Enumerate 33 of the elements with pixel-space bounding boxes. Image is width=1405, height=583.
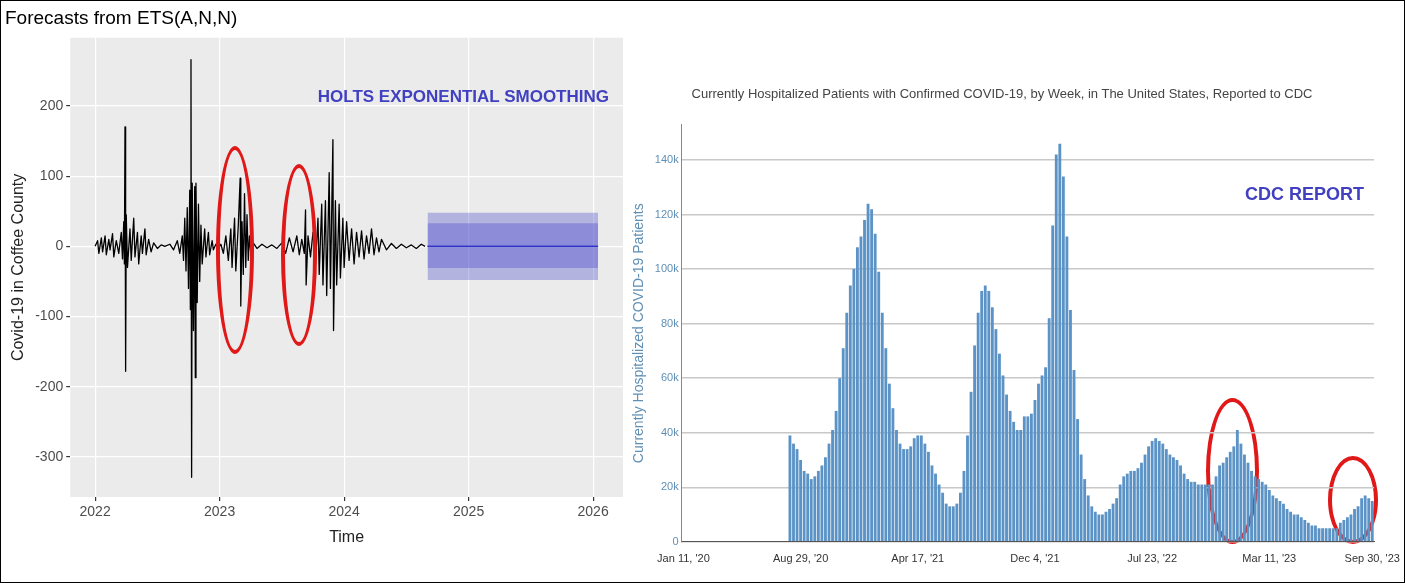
- y-tick-label: 100: [39, 166, 64, 183]
- chart-title: Currently Hospitalized Patients with Confirmed COVID-19, by Week, in The United States, Reported to CDC: [691, 86, 1313, 102]
- x-axis-title: Time: [329, 527, 365, 545]
- chart-title: Forecasts from ETS(A,N,N): [5, 6, 238, 28]
- y-tick-label: 120k: [654, 207, 680, 220]
- x-tick-label: Jan 11, '20: [657, 552, 710, 565]
- y-axis-title: Currently Hospitalized COVID-19 Patients: [630, 203, 647, 464]
- annotation: CDC REPORT: [1245, 183, 1365, 204]
- y-axis-title: Covid-19 in Coffee County: [9, 173, 27, 362]
- y-tick-label: 140k: [654, 153, 680, 166]
- x-tick-label: Dec 4, '21: [1010, 552, 1060, 565]
- y-tick-label: 20k: [660, 480, 680, 493]
- y-tick-label: -300: [35, 447, 64, 464]
- x-tick-label: Mar 11, '23: [1242, 552, 1297, 565]
- x-tick-label: 2025: [453, 503, 485, 520]
- x-tick-label: Apr 17, '21: [891, 552, 945, 565]
- annotation: HOLTS EXPONENTIAL SMOOTHING: [317, 87, 609, 107]
- x-tick-label: 2022: [79, 503, 111, 520]
- y-tick-label: 80k: [660, 316, 680, 329]
- y-tick-label: 100k: [654, 262, 680, 275]
- y-tick-label: 0: [55, 237, 64, 254]
- x-tick-label: 2024: [328, 503, 360, 520]
- y-tick-label: 200: [39, 96, 64, 113]
- x-tick-label: Aug 29, '20: [772, 552, 829, 565]
- y-tick-label: 0: [672, 534, 679, 547]
- y-tick-label: -200: [35, 377, 64, 394]
- x-tick-label: Jul 23, '22: [1127, 552, 1178, 565]
- x-tick-label: 2026: [577, 503, 609, 520]
- y-tick-label: 60k: [660, 371, 680, 384]
- y-tick-label: -100: [35, 307, 64, 324]
- y-tick-label: 40k: [660, 425, 680, 438]
- x-tick-label: 2023: [204, 503, 236, 520]
- x-tick-label: Sep 30, '23: [1344, 552, 1400, 565]
